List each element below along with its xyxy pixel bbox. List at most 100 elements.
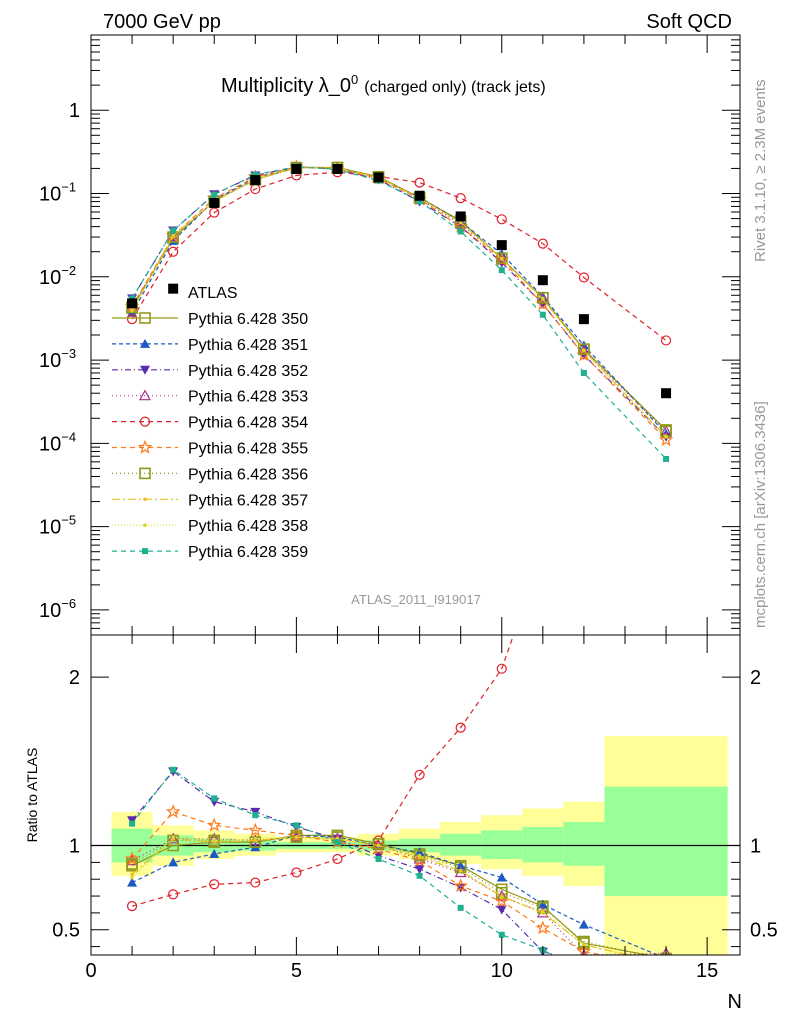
x-tick-label: 10 — [491, 960, 513, 982]
data-point — [455, 211, 466, 222]
ratio-point — [413, 849, 426, 862]
legend-entry: Pythia 6.428 352 — [112, 363, 308, 380]
legend-entry: Pythia 6.428 356 — [112, 466, 308, 483]
data-point — [373, 172, 384, 183]
ratio-point — [376, 843, 381, 848]
legend-marker — [138, 389, 152, 401]
ratio-y-tick-label: 1 — [69, 836, 80, 858]
x-tick-label: 15 — [696, 960, 718, 982]
data-point — [168, 283, 179, 294]
legend-entry: Pythia 6.428 353 — [112, 389, 308, 406]
ratio-point — [252, 812, 259, 819]
uncertainty-band-inner — [440, 833, 482, 856]
series-point — [171, 234, 175, 238]
data-point — [291, 163, 302, 174]
ratio-point — [293, 822, 300, 829]
ratio-point — [250, 877, 261, 888]
series-point — [209, 207, 220, 218]
series-point — [130, 309, 134, 313]
ratio-point — [578, 919, 589, 929]
ratio-point — [206, 817, 222, 832]
ratio-point — [375, 856, 382, 862]
uncertainty-band-inner — [522, 827, 564, 863]
data-point — [414, 190, 425, 201]
legend-marker — [139, 416, 151, 427]
ratio-series — [129, 766, 669, 983]
ratio-point — [579, 959, 589, 968]
ratio-point — [165, 804, 181, 819]
legend-marker — [143, 497, 147, 502]
ratio-point — [414, 847, 425, 857]
ratio-point — [496, 905, 507, 915]
y-tick-label: 10−6 — [39, 596, 76, 622]
y-tick-label: 10−5 — [39, 513, 76, 539]
ratio-point — [332, 853, 343, 865]
legend-label: Pythia 6.428 358 — [188, 518, 308, 535]
ratio-series — [130, 835, 632, 955]
series-point — [658, 432, 674, 447]
analysis-id-label: ATLAS_2011_I919017 — [351, 592, 481, 607]
data-point — [661, 388, 672, 399]
ratio-plot-frame — [90, 634, 741, 956]
y-tick-label: 10−1 — [39, 180, 76, 206]
plot-title: Multiplicity λ_00 (charged only) (track j… — [221, 72, 546, 97]
legend-label: Pythia 6.428 352 — [188, 363, 308, 380]
ratio-line — [131, 635, 515, 907]
series-point — [541, 296, 545, 301]
ratio-point — [168, 889, 179, 900]
header-left: 7000 GeV pp — [103, 11, 221, 33]
legend-marker — [140, 365, 150, 375]
series-point — [499, 257, 504, 261]
y-tick-exponent: −1 — [61, 180, 76, 195]
y-tick-label: 1 — [69, 100, 80, 122]
series-point — [414, 177, 425, 188]
y-tick-label: 10−3 — [39, 346, 76, 372]
ratio-point — [455, 722, 466, 733]
series-point — [416, 198, 423, 205]
x-tick-label: 0 — [85, 960, 96, 982]
legend-marker — [140, 338, 150, 348]
rivet-version-note: Rivet 3.1.10, ≥ 2.3M events — [752, 80, 769, 263]
uncertainty-band-inner — [604, 786, 728, 897]
ratio-point — [579, 471, 588, 480]
legend-marker — [139, 467, 151, 480]
ratio-point — [499, 895, 504, 900]
ratio-point — [130, 875, 134, 880]
series-point — [582, 348, 586, 353]
y-tick-exponent: −3 — [61, 346, 76, 361]
series-point — [170, 227, 177, 234]
ratio-point — [663, 977, 669, 983]
data-point — [127, 298, 138, 309]
legend-entry: Pythia 6.428 350 — [112, 311, 308, 328]
series-point — [168, 246, 179, 257]
series-point — [455, 193, 466, 204]
ratio-point — [126, 901, 138, 912]
data-point — [332, 163, 343, 174]
legend-label: Pythia 6.428 350 — [188, 311, 308, 328]
y-tick-exponent: −6 — [61, 596, 76, 611]
legend-marker — [137, 439, 153, 454]
data-point — [537, 275, 548, 286]
title-superscript: 0 — [351, 72, 358, 87]
ratio-point — [495, 889, 508, 901]
ratio-point — [253, 836, 258, 841]
ratio-y-tick-label: 0.5 — [52, 920, 80, 942]
ratio-point — [535, 920, 551, 935]
ratio-point — [453, 878, 468, 893]
data-point — [209, 197, 220, 208]
ratio-point — [171, 835, 175, 839]
ratio-point — [416, 872, 423, 879]
y-tick-exponent: −2 — [61, 263, 76, 278]
ratio-point — [372, 838, 385, 850]
ratio-point — [541, 909, 545, 914]
ratio-point — [414, 769, 425, 780]
legend-label: ATLAS — [188, 285, 238, 302]
ratio-point — [414, 865, 425, 875]
legend-label: Pythia 6.428 359 — [188, 544, 308, 561]
series-point — [580, 369, 587, 376]
ratio-point — [209, 848, 220, 858]
legend-entry: Pythia 6.428 357 — [112, 492, 308, 509]
series-point — [252, 171, 259, 178]
ratio-point — [457, 904, 464, 911]
